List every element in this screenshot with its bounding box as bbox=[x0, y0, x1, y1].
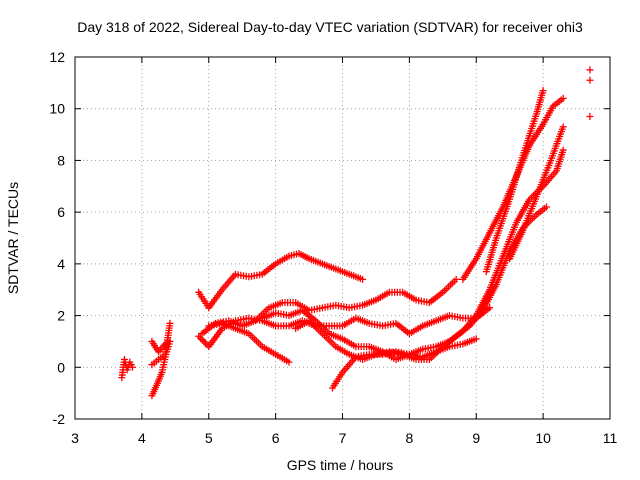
y-tick-label: 4 bbox=[57, 256, 65, 272]
data-point bbox=[586, 112, 594, 120]
y-tick-label: 2 bbox=[57, 308, 65, 324]
x-tick-labels: 3 4 5 6 7 8 9 10 11 bbox=[71, 430, 617, 446]
series-track-3 bbox=[148, 319, 174, 369]
y-axis-label: SDTVAR / TECUs bbox=[5, 182, 21, 294]
data-point bbox=[198, 336, 206, 344]
x-tick-label: 8 bbox=[405, 430, 413, 446]
series-track-14 bbox=[506, 123, 567, 263]
data-point bbox=[539, 87, 547, 95]
data-point bbox=[196, 334, 204, 342]
x-tick-label: 9 bbox=[472, 430, 480, 446]
plot-frame bbox=[74, 56, 611, 420]
data-point bbox=[161, 340, 169, 348]
data-series bbox=[118, 66, 594, 400]
data-point bbox=[129, 363, 137, 371]
y-tick-label: 8 bbox=[57, 152, 65, 168]
data-point bbox=[559, 123, 567, 131]
series-track-8 bbox=[205, 319, 293, 366]
series-track-4 bbox=[148, 337, 169, 356]
series-track-15 bbox=[586, 66, 594, 120]
x-tick-label: 3 bbox=[71, 430, 79, 446]
series-track-5 bbox=[195, 250, 367, 312]
data-point bbox=[166, 319, 174, 327]
data-point bbox=[586, 66, 594, 74]
y-tick-label: 6 bbox=[57, 204, 65, 220]
y-tick-label: 12 bbox=[49, 49, 65, 65]
y-tick-label: 10 bbox=[49, 101, 65, 117]
data-point bbox=[285, 358, 293, 366]
x-tick-label: 11 bbox=[603, 430, 618, 446]
series-track-1 bbox=[118, 356, 137, 382]
series-track-13 bbox=[482, 87, 547, 276]
x-tick-label: 6 bbox=[272, 430, 280, 446]
data-point bbox=[359, 275, 367, 283]
series-track-11 bbox=[328, 146, 567, 392]
data-point bbox=[201, 339, 209, 347]
x-axis-label: GPS time / hours bbox=[287, 457, 394, 473]
data-point bbox=[452, 275, 460, 283]
chart-title: Day 318 of 2022, Sidereal Day-to-day VTE… bbox=[77, 19, 583, 35]
data-point bbox=[200, 337, 208, 345]
data-point bbox=[472, 335, 480, 343]
data-point bbox=[559, 146, 567, 154]
x-tick-label: 7 bbox=[339, 430, 347, 446]
y-tick-label: 0 bbox=[57, 359, 65, 375]
x-tick-label: 10 bbox=[535, 430, 551, 446]
data-point bbox=[542, 203, 550, 211]
grid-lines bbox=[75, 57, 610, 419]
y-tick-labels: -2 0 2 4 6 8 10 12 bbox=[49, 49, 65, 427]
data-point bbox=[586, 76, 594, 84]
x-tick-label: 5 bbox=[205, 430, 213, 446]
data-point bbox=[559, 94, 567, 102]
y-tick-label: -2 bbox=[53, 411, 66, 427]
x-tick-label: 4 bbox=[138, 430, 146, 446]
series-track-2 bbox=[148, 337, 174, 400]
